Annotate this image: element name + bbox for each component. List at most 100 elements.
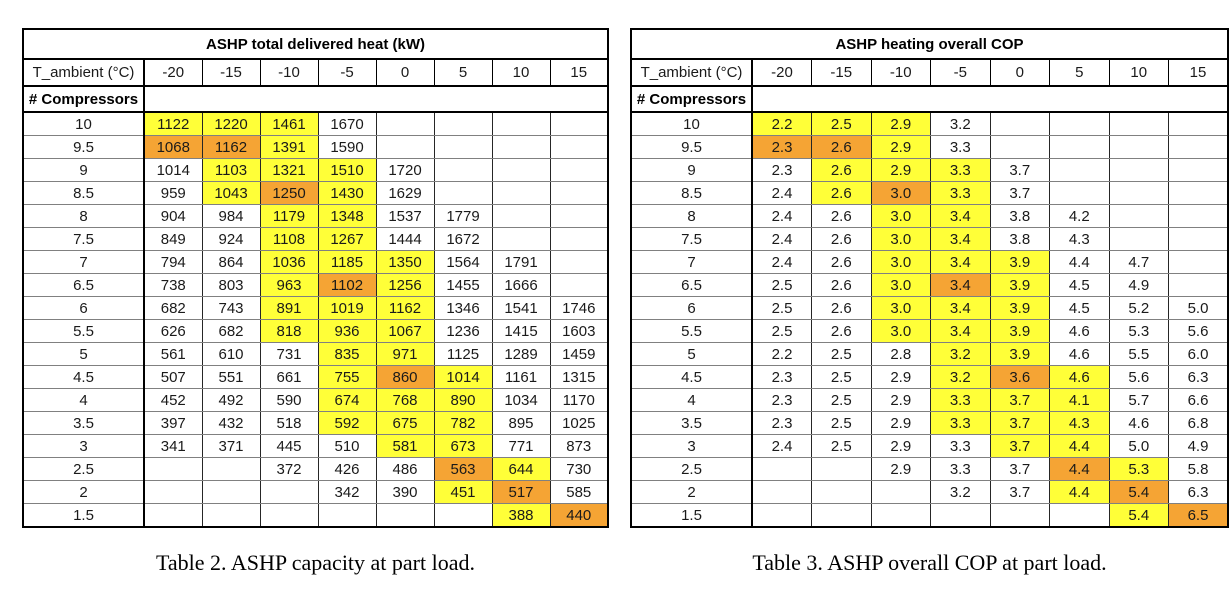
row-label: 6 [23, 296, 145, 320]
value-cell [375, 503, 435, 528]
value-cell: 3.9 [989, 319, 1050, 343]
value-cell [1168, 111, 1229, 136]
table-row: 3 341 371 445 510 581 673 771 873 [23, 434, 609, 458]
row-label: 3.5 [23, 411, 145, 435]
column-header-row: T_ambient (°C) -20 -15 -10 -5 0 5 10 15 [630, 58, 1229, 87]
table-row: 5.5 2.5 2.6 3.0 3.4 3.9 4.6 5.3 5.6 [631, 319, 1229, 343]
value-cell: 661 [259, 365, 319, 389]
table-row: 4.5 507 551 661 755 860 1014 1161 1315 [23, 365, 609, 389]
table-row: 5 2.2 2.5 2.8 3.2 3.9 4.6 5.5 6.0 [631, 342, 1229, 366]
row-label: 6.5 [23, 273, 145, 297]
value-cell [1049, 135, 1110, 159]
value-cell [989, 503, 1050, 528]
value-cell: 2.9 [870, 135, 931, 159]
value-cell: 1036 [259, 250, 319, 274]
value-cell [1108, 158, 1169, 182]
row-label: 7 [631, 250, 753, 274]
value-cell: 794 [143, 250, 203, 274]
value-cell [549, 158, 609, 182]
value-cell [143, 480, 203, 504]
value-cell: 1025 [549, 411, 609, 435]
value-cell [1168, 181, 1229, 205]
value-cell: 1102 [317, 273, 377, 297]
row-label: 2.5 [23, 457, 145, 481]
col-header: -10 [870, 58, 931, 87]
value-cell: 963 [259, 273, 319, 297]
col-header: -5 [930, 58, 991, 87]
value-cell: 971 [375, 342, 435, 366]
value-cell: 1391 [259, 135, 319, 159]
value-cell [549, 204, 609, 228]
value-cell: 1590 [317, 135, 377, 159]
value-cell: 782 [433, 411, 493, 435]
value-cell: 4.6 [1049, 365, 1110, 389]
value-cell: 2.6 [811, 227, 872, 251]
value-cell: 864 [201, 250, 261, 274]
row-label: 5.5 [631, 319, 753, 343]
value-cell: 1162 [201, 135, 261, 159]
value-cell: 1537 [375, 204, 435, 228]
value-cell: 1444 [375, 227, 435, 251]
value-cell: 5.4 [1108, 480, 1169, 504]
row-label: 1.5 [23, 503, 145, 528]
row-label: 3.5 [631, 411, 753, 435]
value-cell [811, 457, 872, 481]
value-cell: 771 [491, 434, 551, 458]
value-cell: 3.8 [989, 204, 1050, 228]
row-label: 3 [23, 434, 145, 458]
value-cell: 551 [201, 365, 261, 389]
value-cell: 2.5 [811, 111, 872, 136]
value-cell: 4.3 [1049, 227, 1110, 251]
value-cell [1168, 250, 1229, 274]
value-cell: 3.7 [989, 181, 1050, 205]
value-cell: 5.0 [1108, 434, 1169, 458]
value-cell: 738 [143, 273, 203, 297]
value-cell: 3.6 [989, 365, 1050, 389]
table-title-row: ASHP total delivered heat (kW) [23, 29, 608, 60]
value-cell: 2.9 [870, 434, 931, 458]
value-cell [491, 227, 551, 251]
value-cell: 371 [201, 434, 261, 458]
value-cell: 6.8 [1168, 411, 1229, 435]
value-cell: 1459 [549, 342, 609, 366]
value-cell: 2.5 [811, 434, 872, 458]
value-cell: 835 [317, 342, 377, 366]
row-label: 9.5 [631, 135, 753, 159]
value-cell [259, 503, 319, 528]
data-table: ASHP total delivered heat (kW) T_ambient … [22, 28, 609, 528]
value-cell: 1068 [143, 135, 203, 159]
value-cell: 3.0 [870, 273, 931, 297]
value-cell: 731 [259, 342, 319, 366]
value-cell: 644 [491, 457, 551, 481]
value-cell: 440 [549, 503, 609, 528]
row-label: 9.5 [23, 135, 145, 159]
value-cell: 3.7 [989, 480, 1050, 504]
value-cell [433, 158, 493, 182]
value-cell: 674 [317, 388, 377, 412]
value-cell [1168, 158, 1229, 182]
value-cell: 768 [375, 388, 435, 412]
row-axis-label: # Compressors [631, 86, 753, 113]
value-cell: 5.0 [1168, 296, 1229, 320]
value-cell [491, 111, 551, 136]
value-cell [1108, 227, 1169, 251]
value-cell [491, 204, 551, 228]
value-cell: 3.4 [930, 319, 991, 343]
value-cell [1108, 135, 1169, 159]
value-cell: 3.0 [870, 296, 931, 320]
value-cell: 4.1 [1049, 388, 1110, 412]
value-cell: 2.5 [751, 273, 812, 297]
value-cell: 1220 [201, 111, 261, 136]
value-cell: 6.3 [1168, 365, 1229, 389]
table-row: 3 2.4 2.5 2.9 3.3 3.7 4.4 5.0 4.9 [631, 434, 1229, 458]
table-row: 4 2.3 2.5 2.9 3.3 3.7 4.1 5.7 6.6 [631, 388, 1229, 412]
value-cell: 1289 [491, 342, 551, 366]
value-cell: 1125 [433, 342, 493, 366]
value-cell: 2.6 [811, 296, 872, 320]
col-header: 15 [549, 58, 609, 87]
value-cell: 1103 [201, 158, 261, 182]
value-cell [549, 181, 609, 205]
value-cell: 585 [549, 480, 609, 504]
value-cell [375, 111, 435, 136]
value-cell [549, 135, 609, 159]
